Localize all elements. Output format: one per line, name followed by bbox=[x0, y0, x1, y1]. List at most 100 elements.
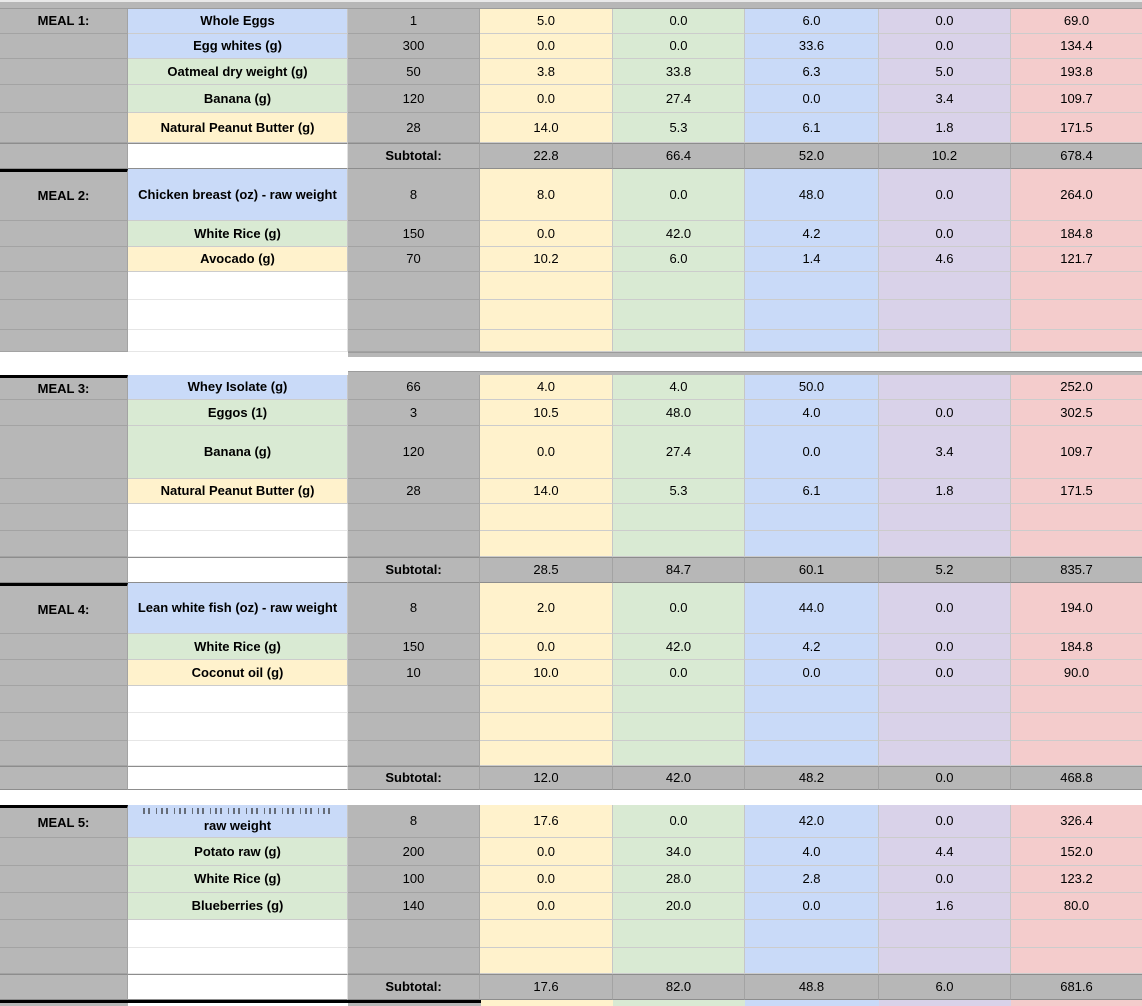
food-name-cell[interactable] bbox=[128, 686, 348, 713]
value-cell[interactable]: 0.0 bbox=[480, 34, 613, 59]
value-cell[interactable] bbox=[480, 920, 613, 948]
value-cell[interactable]: 3.8 bbox=[480, 59, 613, 85]
value-cell[interactable] bbox=[480, 531, 613, 557]
value-cell[interactable] bbox=[1011, 330, 1142, 352]
value-cell[interactable] bbox=[745, 531, 879, 557]
value-cell[interactable] bbox=[480, 741, 613, 766]
meal-label-cell[interactable] bbox=[0, 426, 128, 479]
value-cell[interactable]: 6.3 bbox=[745, 59, 879, 85]
subtotal-value-cell[interactable]: 678.4 bbox=[1011, 143, 1142, 169]
food-name-cell[interactable] bbox=[128, 713, 348, 741]
quantity-cell[interactable] bbox=[348, 300, 480, 330]
value-cell[interactable] bbox=[1011, 920, 1142, 948]
subtotal-value-cell[interactable]: 48.8 bbox=[745, 974, 879, 1000]
quantity-cell[interactable] bbox=[348, 330, 480, 352]
food-name-cell[interactable]: Banana (g) bbox=[128, 85, 348, 113]
value-cell[interactable]: 33.6 bbox=[745, 34, 879, 59]
value-cell[interactable]: 193.8 bbox=[1011, 59, 1142, 85]
value-cell[interactable]: 5.3 bbox=[613, 113, 745, 143]
meal-label-cell[interactable]: MEAL 3: bbox=[0, 375, 128, 400]
value-cell[interactable] bbox=[613, 948, 745, 974]
value-cell[interactable]: 0.0 bbox=[745, 660, 879, 686]
meal-label-cell[interactable] bbox=[0, 974, 128, 1000]
value-cell[interactable]: 8.0 bbox=[480, 169, 613, 221]
value-cell[interactable]: 2.0 bbox=[480, 583, 613, 634]
value-cell[interactable] bbox=[1011, 531, 1142, 557]
quantity-cell[interactable]: 8 bbox=[348, 805, 480, 838]
food-name-cell[interactable]: Banana (g) bbox=[128, 426, 348, 479]
value-cell[interactable]: 4.0 bbox=[745, 838, 879, 866]
value-cell[interactable]: 4.2 bbox=[745, 221, 879, 247]
meal-label-cell[interactable] bbox=[0, 634, 128, 660]
value-cell[interactable]: 14.0 bbox=[480, 479, 613, 504]
value-cell[interactable] bbox=[745, 504, 879, 531]
meal-label-cell[interactable] bbox=[0, 34, 128, 59]
value-cell[interactable]: 171.5 bbox=[1011, 479, 1142, 504]
value-cell[interactable]: 302.5 bbox=[1011, 400, 1142, 426]
value-cell[interactable] bbox=[613, 330, 745, 352]
food-name-cell[interactable]: Egg whites (g) bbox=[128, 34, 348, 59]
value-cell[interactable]: 5.0 bbox=[879, 59, 1011, 85]
meal-label-cell[interactable] bbox=[0, 143, 128, 169]
value-cell[interactable]: 0.0 bbox=[480, 426, 613, 479]
value-cell[interactable]: 10.2 bbox=[480, 247, 613, 272]
value-cell[interactable] bbox=[879, 741, 1011, 766]
value-cell[interactable]: 28.0 bbox=[613, 866, 745, 893]
food-name-cell[interactable] bbox=[128, 948, 348, 974]
value-cell[interactable]: 1.4 bbox=[745, 247, 879, 272]
value-cell[interactable] bbox=[613, 741, 745, 766]
quantity-cell[interactable]: 120 bbox=[348, 426, 480, 479]
value-cell[interactable]: 134.4 bbox=[1011, 34, 1142, 59]
subtotal-value-cell[interactable]: 835.7 bbox=[1011, 557, 1142, 583]
subtotal-value-cell[interactable]: 52.0 bbox=[745, 143, 879, 169]
value-cell[interactable]: 27.4 bbox=[613, 426, 745, 479]
value-cell[interactable]: 0.0 bbox=[879, 660, 1011, 686]
quantity-cell[interactable]: 8 bbox=[348, 169, 480, 221]
subtotal-label-cell[interactable]: Subtotal: bbox=[348, 974, 480, 1000]
value-cell[interactable]: 109.7 bbox=[1011, 85, 1142, 113]
food-name-cell[interactable]: Oatmeal dry weight (g) bbox=[128, 59, 348, 85]
value-cell[interactable]: 14.0 bbox=[480, 113, 613, 143]
value-cell[interactable]: 5.3 bbox=[613, 479, 745, 504]
value-cell[interactable] bbox=[745, 330, 879, 352]
value-cell[interactable]: 0.0 bbox=[745, 426, 879, 479]
quantity-cell[interactable] bbox=[348, 686, 480, 713]
quantity-cell[interactable] bbox=[348, 948, 480, 974]
food-name-cell[interactable]: Natural Peanut Butter (g) bbox=[128, 479, 348, 504]
value-cell[interactable]: 184.8 bbox=[1011, 221, 1142, 247]
food-name-cell[interactable]: Potato raw (g) bbox=[128, 838, 348, 866]
meal-label-cell[interactable]: MEAL 1: bbox=[0, 9, 128, 34]
value-cell[interactable] bbox=[879, 375, 1011, 400]
value-cell[interactable]: 50.0 bbox=[745, 375, 879, 400]
value-cell[interactable]: 0.0 bbox=[613, 169, 745, 221]
subtotal-value-cell[interactable]: 82.0 bbox=[613, 974, 745, 1000]
meal-label-cell[interactable] bbox=[0, 531, 128, 557]
value-cell[interactable]: 4.2 bbox=[745, 634, 879, 660]
food-name-cell[interactable] bbox=[128, 766, 348, 790]
food-name-cell[interactable] bbox=[128, 330, 348, 352]
value-cell[interactable]: 48.0 bbox=[745, 169, 879, 221]
meal-label-cell[interactable] bbox=[0, 838, 128, 866]
food-name-cell[interactable] bbox=[128, 300, 348, 330]
value-cell[interactable] bbox=[879, 300, 1011, 330]
value-cell[interactable]: 0.0 bbox=[480, 634, 613, 660]
food-name-cell[interactable]: White Rice (g) bbox=[128, 634, 348, 660]
quantity-cell[interactable]: 50 bbox=[348, 59, 480, 85]
meal-label-cell[interactable] bbox=[0, 948, 128, 974]
food-name-cell[interactable]: White Rice (g) bbox=[128, 866, 348, 893]
subtotal-value-cell[interactable]: 60.1 bbox=[745, 557, 879, 583]
value-cell[interactable]: 4.0 bbox=[480, 375, 613, 400]
quantity-cell[interactable]: 70 bbox=[348, 247, 480, 272]
quantity-cell[interactable]: 150 bbox=[348, 634, 480, 660]
value-cell[interactable] bbox=[745, 920, 879, 948]
value-cell[interactable]: 6.0 bbox=[745, 9, 879, 34]
value-cell[interactable]: 17.6 bbox=[480, 805, 613, 838]
quantity-cell[interactable]: 150 bbox=[348, 221, 480, 247]
value-cell[interactable]: 10.0 bbox=[480, 660, 613, 686]
value-cell[interactable]: 3.4 bbox=[879, 85, 1011, 113]
meal-label-cell[interactable] bbox=[0, 272, 128, 300]
value-cell[interactable]: 0.0 bbox=[879, 9, 1011, 34]
value-cell[interactable]: 0.0 bbox=[480, 85, 613, 113]
value-cell[interactable]: 42.0 bbox=[613, 634, 745, 660]
subtotal-value-cell[interactable]: 5.2 bbox=[879, 557, 1011, 583]
